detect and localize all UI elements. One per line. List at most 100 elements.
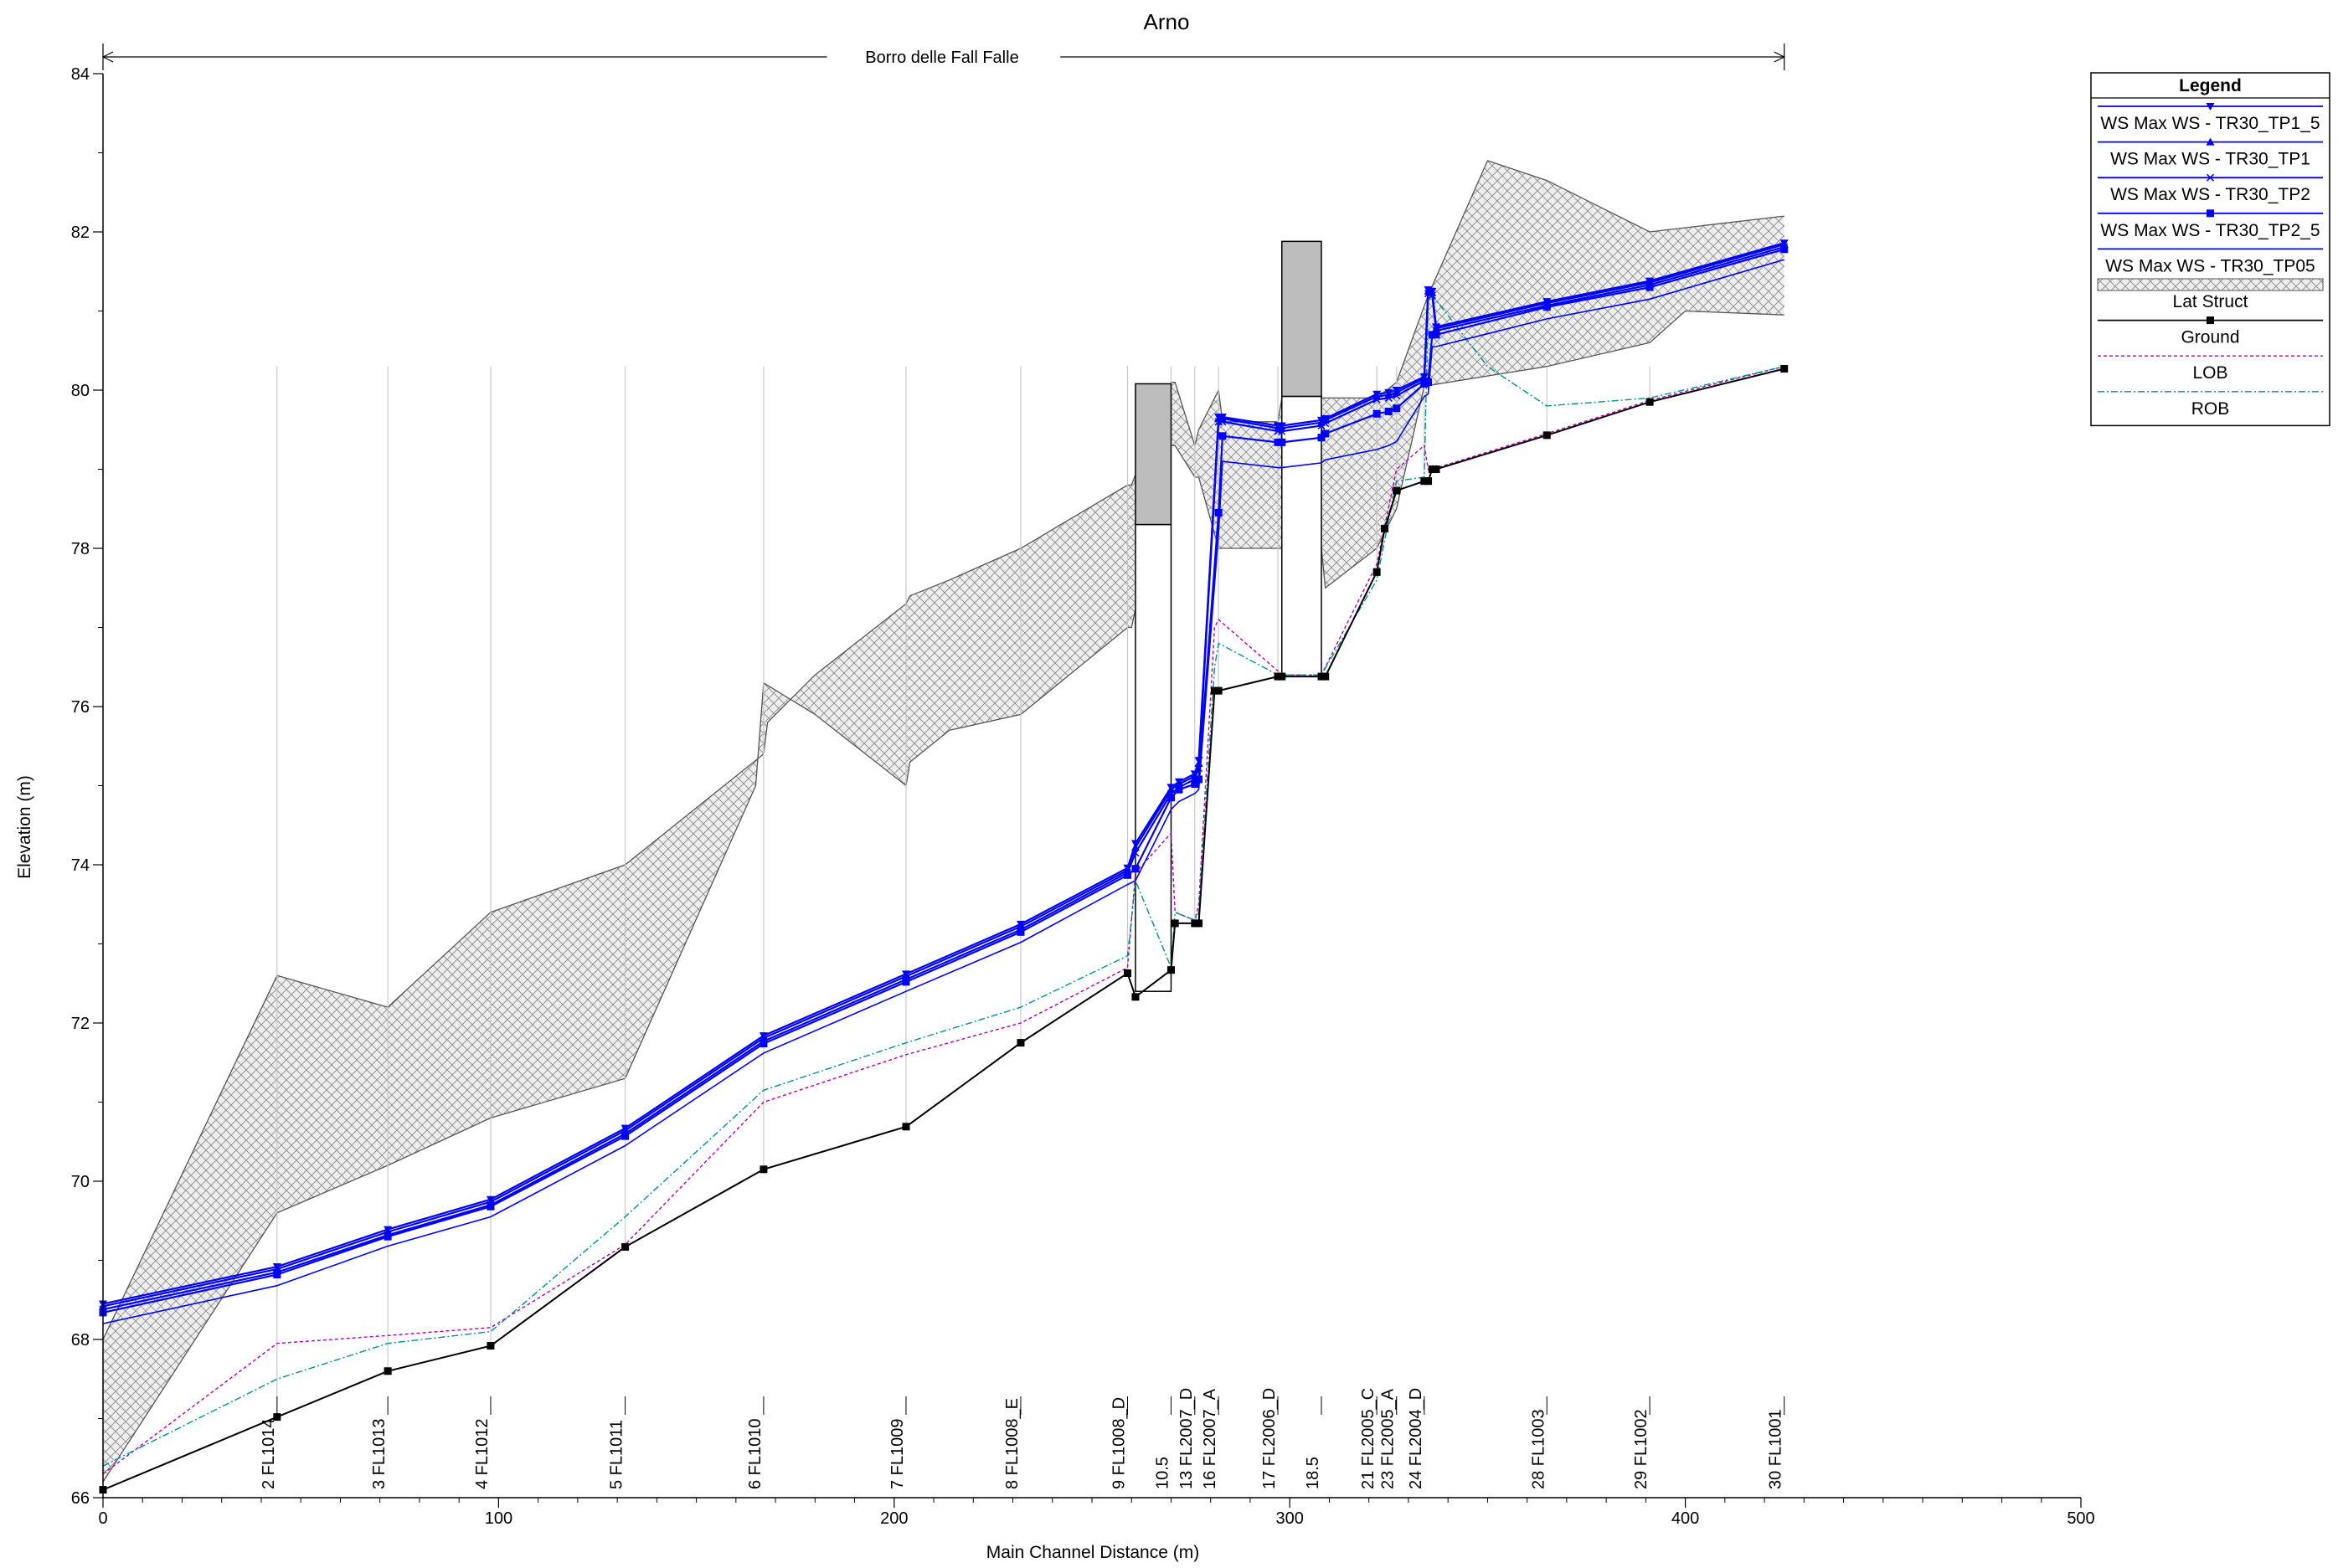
ws4-point xyxy=(1278,438,1286,446)
ground-point xyxy=(1195,919,1203,928)
ws4-point xyxy=(487,1202,495,1211)
ground-point xyxy=(1210,686,1218,695)
ws1-point xyxy=(1542,298,1552,306)
culvert-opening xyxy=(1135,523,1172,992)
ws1-point xyxy=(1431,323,1440,332)
x-tick-label: 200 xyxy=(880,1509,908,1528)
station-label: 3 FL1013 xyxy=(370,1418,389,1489)
legend-label-rob: ROB xyxy=(2191,399,2230,419)
ws4-point xyxy=(1420,379,1429,388)
ground-point xyxy=(1542,431,1551,440)
ws4-point xyxy=(384,1232,392,1241)
lat-struct-lower-line xyxy=(102,310,1784,1483)
x-axis-title: Main Channel Distance (m) xyxy=(986,1543,1199,1562)
ws4-point xyxy=(1191,780,1199,789)
station-label: 13 FL2007_D xyxy=(1177,1388,1196,1489)
ws4-point xyxy=(1214,508,1223,517)
station-label: 24 FL2004_D xyxy=(1407,1388,1425,1489)
legend-marker-ground xyxy=(2207,316,2214,325)
ws1-point xyxy=(1174,778,1183,786)
station-label: 23 FL2005_A xyxy=(1379,1388,1398,1489)
legend-marker-ws1 xyxy=(2206,103,2215,111)
station-label: 28 FL1003 xyxy=(1529,1409,1548,1489)
ws1-point xyxy=(1428,287,1437,296)
station-label: 17 FL2006_D xyxy=(1260,1388,1279,1489)
ws4-point xyxy=(1393,404,1401,413)
ws1-point xyxy=(1016,920,1025,928)
station-label: 9 FL1008_D xyxy=(1110,1397,1129,1489)
legend-swatch-lat xyxy=(2097,278,2324,291)
ws4-point xyxy=(1428,331,1436,339)
legend-label-ws5: WS Max WS - TR30_TP05 xyxy=(2105,256,2315,275)
ground-point xyxy=(1645,398,1654,406)
legend-label-ground: Ground xyxy=(2181,328,2239,347)
ws4-point xyxy=(1218,432,1227,440)
legend-marker-ws3 xyxy=(2206,173,2215,182)
ws1-point xyxy=(1190,770,1199,779)
ws4-point xyxy=(1424,378,1433,387)
station-label: 4 FL1012 xyxy=(473,1418,492,1489)
legend-marker-ws4 xyxy=(2207,209,2214,218)
ws4-point xyxy=(760,1040,768,1048)
ws1-point xyxy=(1123,864,1132,872)
ground-point xyxy=(1321,672,1330,681)
reach-label: Borro delle Fall Falle xyxy=(865,49,1018,67)
x-tick-label: 100 xyxy=(485,1509,512,1528)
station-label: 30 FL1001 xyxy=(1767,1409,1785,1489)
station-label: 21 FL2005_C xyxy=(1359,1388,1378,1489)
ws1-point xyxy=(1384,388,1393,397)
ws1-point xyxy=(901,970,910,979)
legend-label-lob: LOB xyxy=(2192,363,2227,383)
legend-label-ws2: WS Max WS - TR30_TP1 xyxy=(2110,150,2310,169)
ground-point xyxy=(1428,465,1436,473)
series-ws4-line xyxy=(102,248,1784,1314)
ground-point xyxy=(1214,686,1223,695)
ground-point xyxy=(1274,672,1282,681)
legend-marker-ws2 xyxy=(2206,137,2215,146)
ws4-point xyxy=(1274,438,1282,446)
ws4-point xyxy=(1317,434,1326,442)
ws1-point xyxy=(1779,239,1789,248)
y-tick-label: 66 xyxy=(71,1489,90,1508)
legend-title: Legend xyxy=(2179,76,2242,95)
ground-point xyxy=(1381,524,1389,532)
legend-label-ws3: WS Max WS - TR30_TP2 xyxy=(2110,185,2310,204)
ground-point xyxy=(1432,465,1440,473)
culvert-deck xyxy=(1135,383,1172,526)
ws4-point xyxy=(1017,928,1025,936)
y-tick-label: 74 xyxy=(71,856,90,875)
ws1-point xyxy=(1321,415,1330,424)
ws4-point xyxy=(1321,429,1330,438)
ws4-point xyxy=(1542,303,1551,311)
series-rob-line xyxy=(102,294,1784,1467)
station-label: 6 FL1010 xyxy=(746,1418,765,1489)
y-tick-label: 76 xyxy=(71,698,90,717)
y-tick-label: 80 xyxy=(71,382,90,400)
y-tick-label: 84 xyxy=(71,65,90,84)
y-tick-label: 72 xyxy=(71,1015,90,1033)
ground-point xyxy=(1017,1039,1025,1047)
ground-point xyxy=(384,1367,392,1375)
ground-point xyxy=(1191,919,1199,928)
ground-point xyxy=(1780,364,1789,373)
ground-point xyxy=(1131,993,1140,1001)
series-lob-line xyxy=(102,366,1784,1475)
station-label: 7 FL1009 xyxy=(888,1418,907,1489)
plot-area: 2 FL1014 3 FL1013 4 FL1012 5 FL1011 6 FL1010… xyxy=(71,44,2095,1528)
y-tick-label: 78 xyxy=(71,540,90,558)
ws4-point xyxy=(1131,865,1140,873)
legend-label-ws4: WS Max WS - TR30_TP2_5 xyxy=(2100,221,2320,240)
ws1-point xyxy=(1218,414,1227,422)
ws4-point xyxy=(1166,794,1175,802)
ground-point xyxy=(1372,568,1381,576)
ws1-point xyxy=(621,1124,630,1133)
ws1-point xyxy=(486,1195,495,1204)
x-tick-label: 500 xyxy=(2067,1509,2094,1528)
ground-point xyxy=(760,1165,768,1174)
chart-title: Arno xyxy=(1144,9,1190,34)
ws1-point xyxy=(1419,373,1429,381)
ws4-point xyxy=(273,1271,281,1279)
culvert-opening xyxy=(1281,395,1322,677)
x-tick-label: 300 xyxy=(1276,1509,1304,1528)
